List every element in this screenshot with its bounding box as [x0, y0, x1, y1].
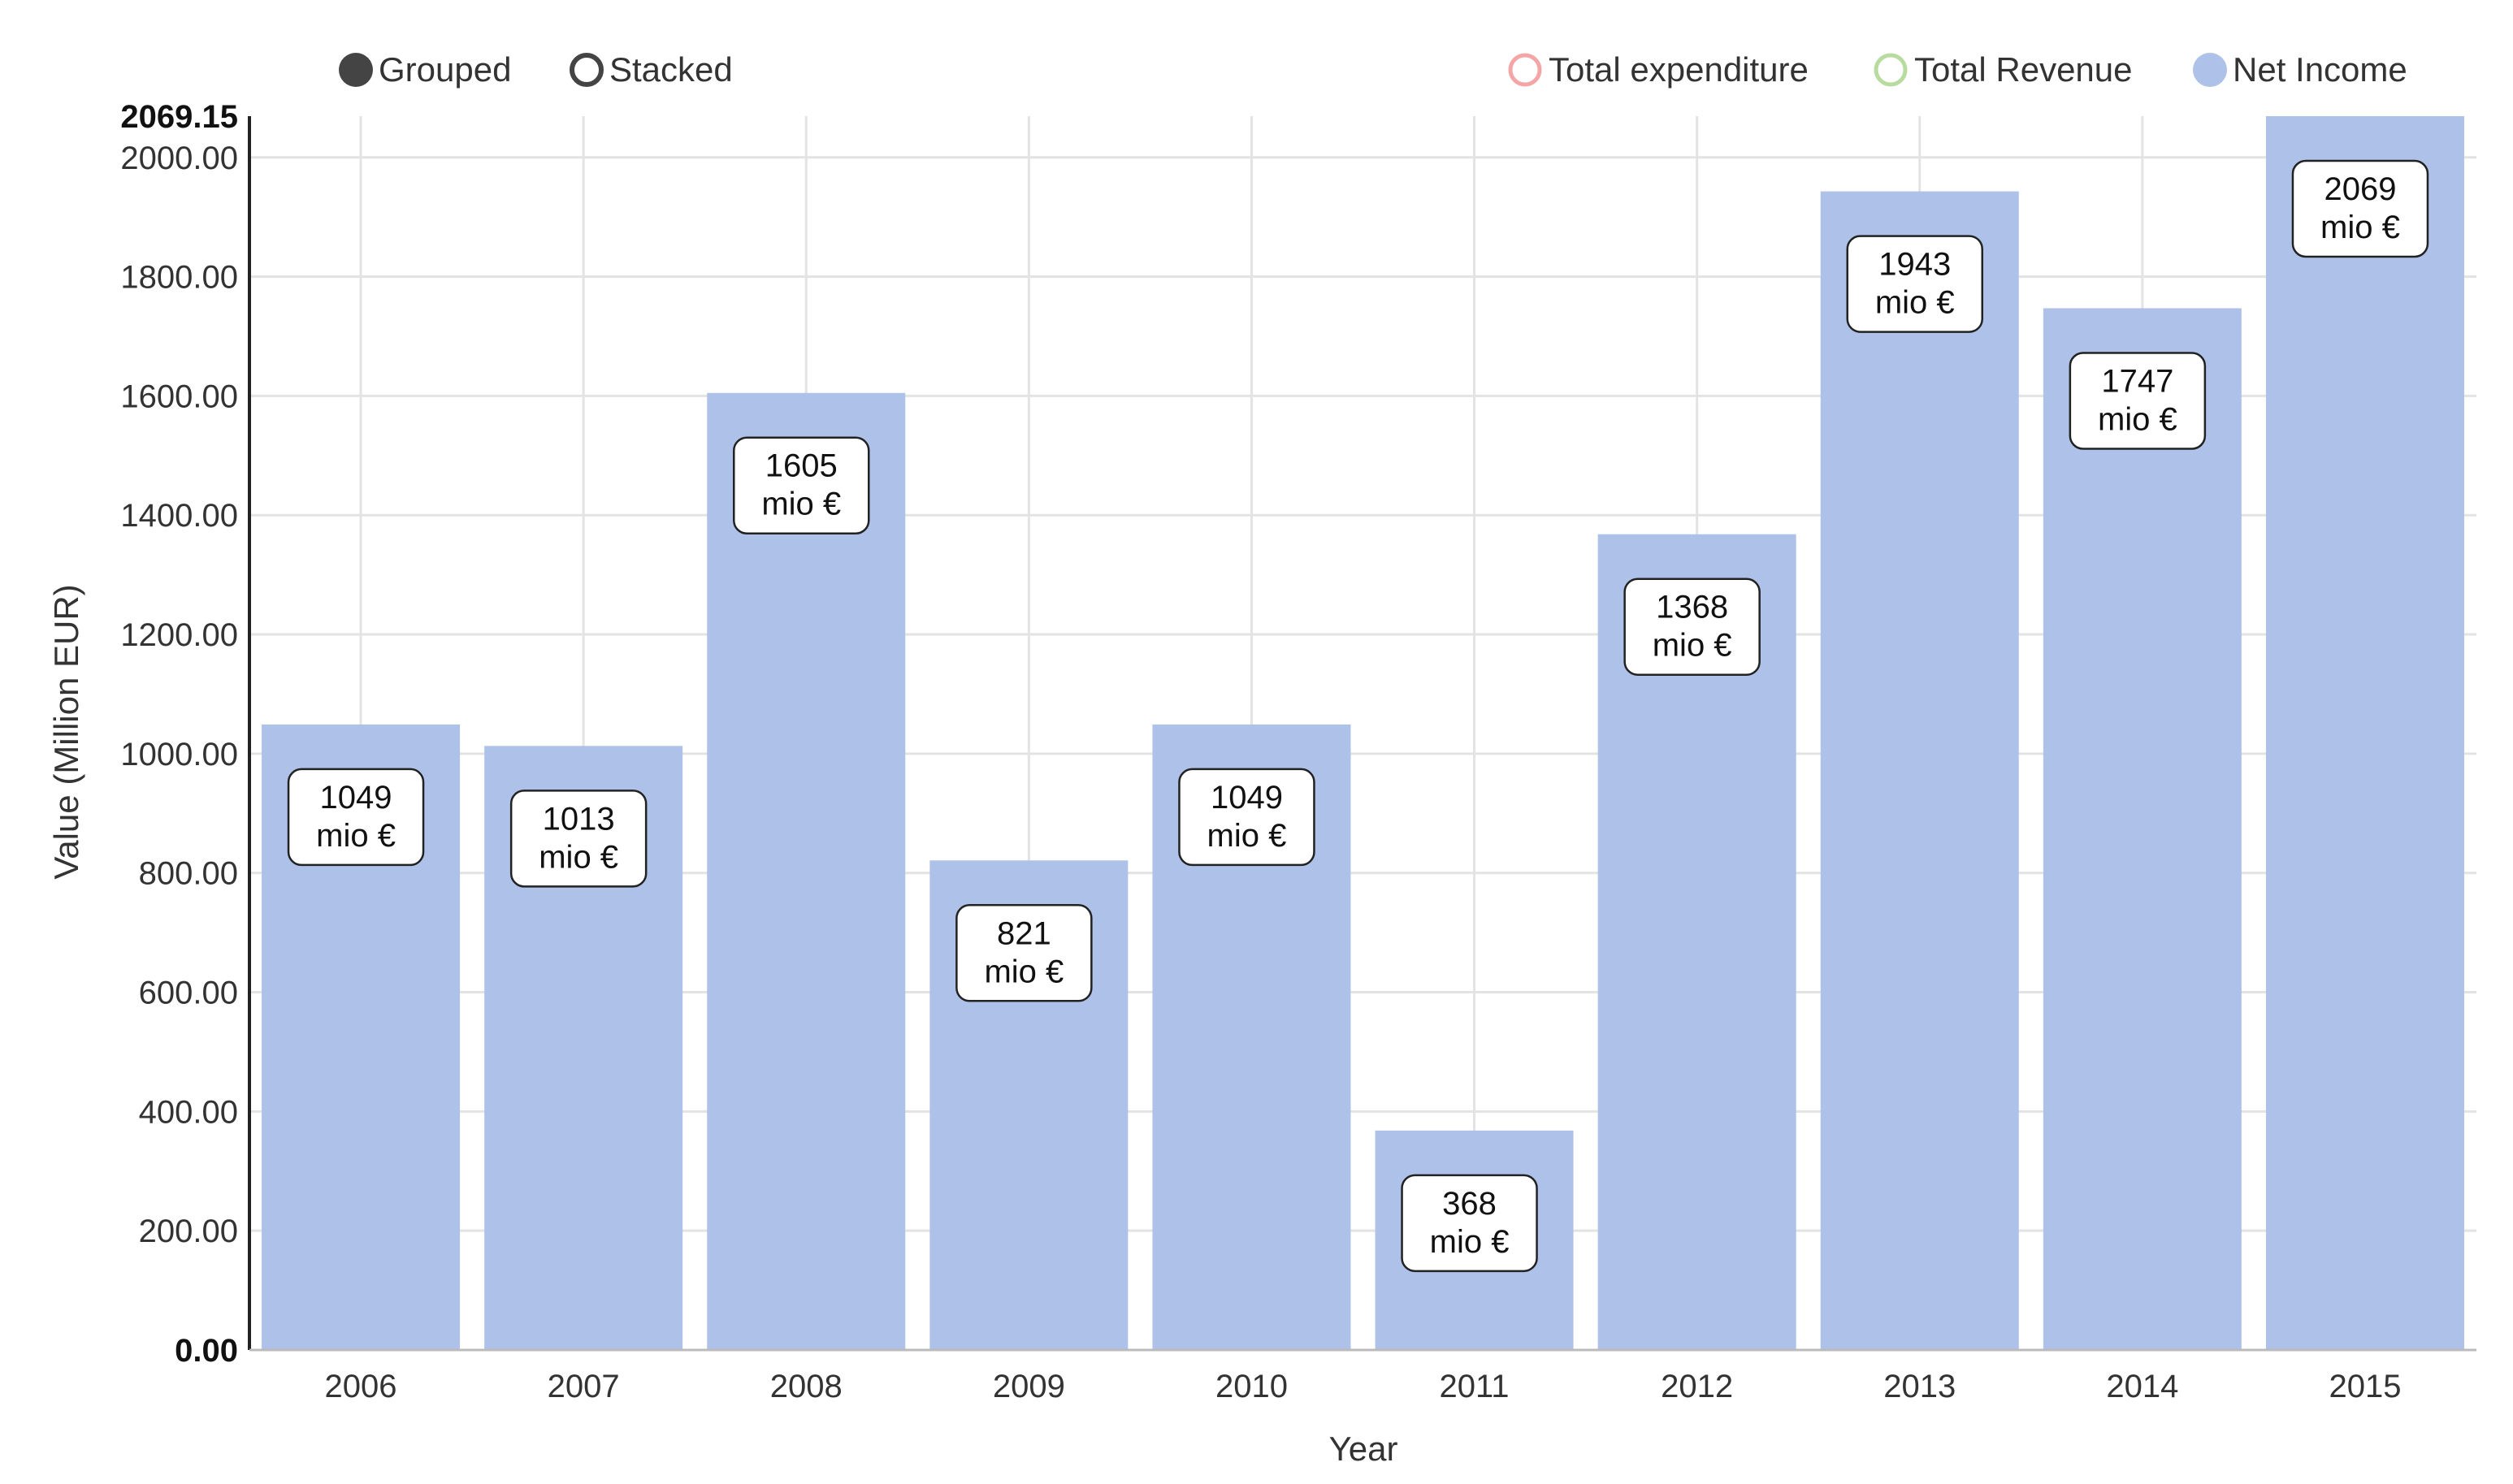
data-label-box — [955, 904, 1093, 1002]
grouped-option[interactable]: Grouped — [339, 50, 511, 89]
x-tick-label: 2010 — [1215, 1369, 1288, 1404]
data-label-box — [1178, 768, 1315, 867]
y-tick-label: 2000.00 — [120, 141, 238, 176]
data-label-unit: mio € — [2320, 210, 2400, 245]
data-label-value: 1747 — [2101, 363, 2173, 399]
y-tick-label: 1200.00 — [120, 617, 238, 653]
data-label-box — [2291, 159, 2429, 258]
legend-label-net-income[interactable]: Net Income — [2233, 50, 2407, 89]
data-label-value: 1605 — [765, 448, 838, 484]
data-label-value: 1013 — [543, 801, 615, 837]
y-tick-label: 1800.00 — [120, 260, 238, 296]
data-label-unit: mio € — [539, 839, 618, 875]
data-label-value: 1049 — [1211, 780, 1283, 816]
x-tick-label: 2006 — [325, 1369, 397, 1404]
chart-mode-controls: Grouped Stacked — [339, 50, 733, 89]
x-tick-label: 2012 — [1661, 1369, 1733, 1404]
x-tick-label: 2013 — [1883, 1369, 1956, 1404]
legend-item-net-income[interactable]: Net Income — [2193, 50, 2407, 89]
data-label-box — [733, 436, 870, 534]
data-label-value: 821 — [997, 915, 1051, 951]
x-tick-label: 2014 — [2106, 1369, 2178, 1404]
y-tick-label: 0.00 — [175, 1333, 238, 1369]
y-tick-label: 1000.00 — [120, 737, 238, 772]
data-label-unit: mio € — [1875, 285, 1955, 321]
legend: Total expenditure Total Revenue Net Inco… — [1508, 50, 2407, 89]
grouped-radio-icon[interactable] — [339, 53, 373, 87]
data-label-unit: mio € — [1430, 1224, 1510, 1260]
bars-layer — [262, 116, 2464, 1350]
data-label-value: 368 — [1442, 1186, 1497, 1222]
data-label-box — [1846, 235, 1983, 333]
bar-2013[interactable] — [1820, 191, 2019, 1350]
data-label-box — [287, 768, 425, 867]
data-label-value: 2069 — [2324, 171, 2396, 207]
data-label-value: 1368 — [1656, 590, 1728, 625]
y-tick-label: 2069.15 — [120, 99, 238, 135]
legend-label-total-revenue[interactable]: Total Revenue — [1914, 50, 2133, 89]
data-label-unit: mio € — [316, 818, 396, 854]
axis-layer: 0.00 200.00 400.00 600.00 800.00 1000.00 1200.… — [120, 99, 2476, 1404]
data-label-box — [1401, 1174, 1538, 1273]
stacked-radio-icon[interactable] — [570, 53, 604, 87]
bar-2014[interactable] — [2043, 308, 2242, 1350]
stacked-label[interactable]: Stacked — [609, 50, 733, 89]
legend-item-total-expenditure[interactable]: Total expenditure — [1508, 50, 1809, 89]
y-tick-label: 1400.00 — [120, 498, 238, 534]
data-label-unit: mio € — [984, 954, 1064, 989]
data-label-value: 1943 — [1878, 247, 1951, 283]
y-tick-label: 200.00 — [139, 1214, 238, 1249]
x-tick-label: 2009 — [993, 1369, 1065, 1404]
y-tick-label: 400.00 — [139, 1094, 238, 1130]
y-axis-title: Value (Million EUR) — [47, 584, 85, 879]
data-label-unit: mio € — [761, 487, 841, 522]
x-tick-label: 2008 — [770, 1369, 843, 1404]
data-label-unit: mio € — [1207, 818, 1287, 854]
x-tick-label: 2015 — [2329, 1369, 2401, 1404]
legend-marker-total-expenditure[interactable] — [1508, 53, 1542, 87]
data-label-unit: mio € — [2098, 401, 2177, 437]
x-tick-label: 2011 — [1440, 1369, 1510, 1404]
bar-2008[interactable] — [707, 392, 906, 1350]
legend-marker-net-income[interactable] — [2193, 53, 2227, 87]
y-tick-label: 600.00 — [139, 976, 238, 1011]
legend-marker-total-revenue[interactable] — [1874, 53, 1908, 87]
bar-2015[interactable] — [2265, 116, 2464, 1350]
y-tick-label: 800.00 — [139, 856, 238, 892]
x-axis-title: Year — [1329, 1430, 1398, 1468]
data-label-box — [509, 790, 648, 888]
data-label-unit: mio € — [1653, 628, 1732, 664]
data-label-value: 1049 — [320, 780, 392, 816]
legend-label-total-expenditure[interactable]: Total expenditure — [1549, 50, 1809, 89]
legend-item-total-revenue[interactable]: Total Revenue — [1874, 50, 2133, 89]
data-label-box — [2069, 352, 2207, 450]
y-tick-label: 1600.00 — [120, 379, 238, 414]
data-label-box — [1623, 578, 1761, 676]
x-tick-label: 2007 — [548, 1369, 620, 1404]
grouped-label[interactable]: Grouped — [379, 50, 511, 89]
stacked-option[interactable]: Stacked — [570, 50, 733, 89]
